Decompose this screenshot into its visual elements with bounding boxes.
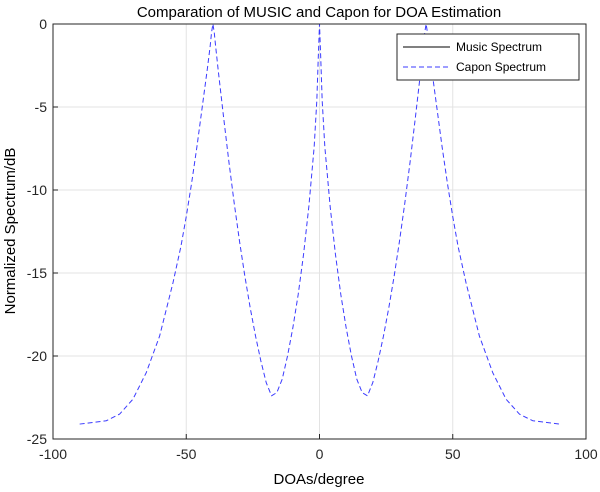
y-tick-label: 0 bbox=[39, 16, 47, 32]
x-tick-label: 50 bbox=[445, 446, 461, 462]
legend: Music Spectrum Capon Spectrum bbox=[396, 33, 580, 81]
y-tick-label: -15 bbox=[27, 265, 47, 281]
legend-box bbox=[396, 33, 580, 81]
chart-title: Comparation of MUSIC and Capon for DOA E… bbox=[137, 4, 501, 21]
y-tick-label: -25 bbox=[27, 431, 47, 447]
y-tick-label: -20 bbox=[27, 348, 47, 364]
x-axis-label: DOAs/degree bbox=[274, 471, 365, 488]
x-tick-label: 100 bbox=[574, 446, 598, 462]
legend-label-music: Music Spectrum bbox=[456, 40, 542, 54]
axis-ticks: -100 -50 0 50 100 0 -5 -10 -15 -20 -25 bbox=[27, 16, 598, 462]
y-axis-label: Normalized Spectrum/dB bbox=[2, 148, 19, 315]
y-tick-label: -5 bbox=[35, 99, 48, 115]
x-tick-label: -100 bbox=[39, 446, 67, 462]
y-tick-label: -10 bbox=[27, 182, 47, 198]
x-tick-label: -50 bbox=[176, 446, 196, 462]
grid bbox=[53, 24, 586, 439]
x-tick-label: 0 bbox=[316, 446, 324, 462]
legend-label-capon: Capon Spectrum bbox=[456, 60, 546, 74]
